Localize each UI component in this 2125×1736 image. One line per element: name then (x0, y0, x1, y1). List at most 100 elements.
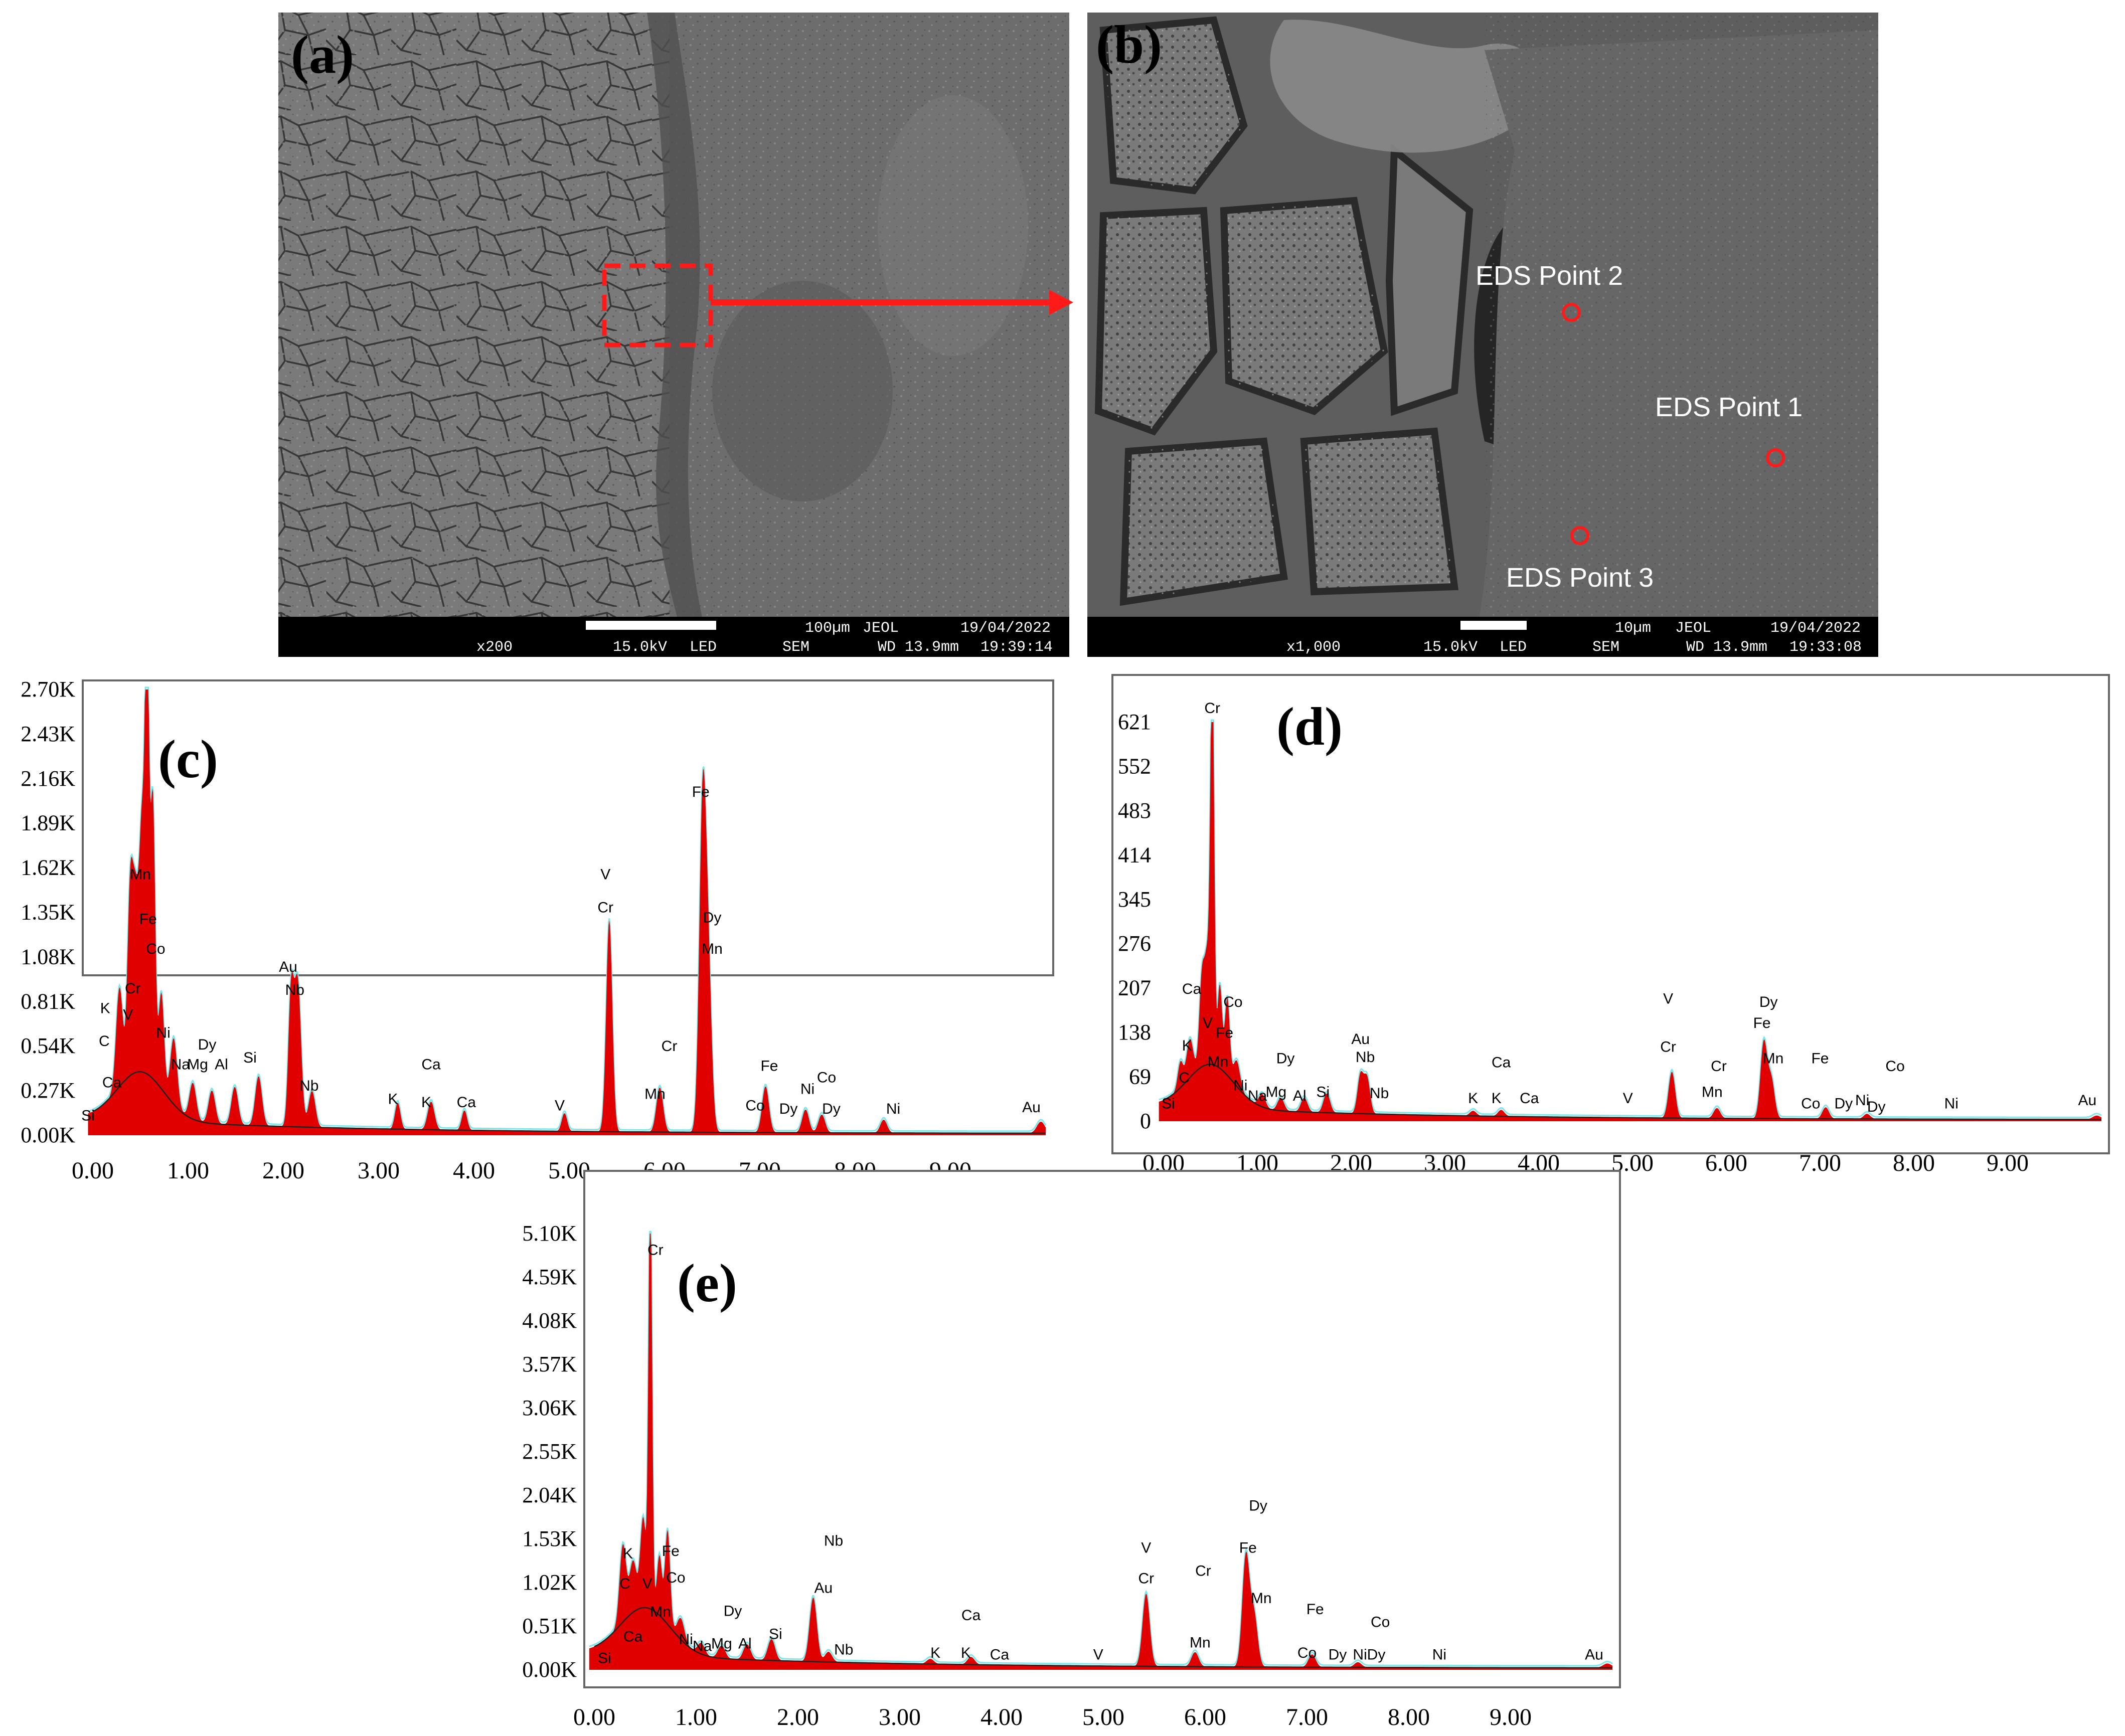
sem-date-b: 19/04/2022 (1770, 620, 1861, 637)
sem-wd-a: WD 13.9mm (878, 639, 959, 656)
x-tick-label-e: 2.00 (777, 1704, 819, 1730)
x-tick-label-e: 9.00 (1490, 1704, 1532, 1730)
peak-label-e: K (961, 1645, 971, 1661)
sem-panel-b: EDS Point 1 EDS Point 2 EDS Point 3 (b) … (1087, 13, 1878, 657)
peak-label-c: K (388, 1091, 398, 1107)
peak-label-e: Dy (724, 1603, 742, 1620)
panel-label-a: (a) (291, 25, 354, 85)
peak-label-c: Ca (421, 1056, 441, 1073)
peak-label-c: Na (171, 1056, 191, 1073)
y-tick-label-d: 345 (1118, 887, 1151, 912)
peak-label-d: K (1492, 1090, 1502, 1107)
zoom-box (602, 263, 713, 348)
peak-label-d: Dy (1834, 1095, 1853, 1112)
peak-label-e: V (642, 1576, 652, 1592)
sem-wd-b: WD 13.9mm (1686, 639, 1767, 656)
peak-label-d: Ni (1944, 1095, 1958, 1112)
panel-label-c: (c) (158, 730, 218, 789)
scale-bar-a (586, 621, 716, 630)
sem-kv-b: 15.0kV (1423, 639, 1478, 656)
eds-label-1: EDS Point 1 (1655, 392, 1803, 422)
eds-label-3: EDS Point 3 (1506, 563, 1654, 593)
x-tick-label-c: 0.00 (72, 1157, 114, 1184)
peak-label-e: Dy (1249, 1498, 1267, 1514)
peak-label-e: Co (666, 1570, 685, 1586)
background-fit-d (1163, 1064, 2101, 1120)
peak-label-c: Co (745, 1098, 764, 1114)
peak-label-d: Au (1351, 1031, 1370, 1048)
y-tick-label-c: 0.27K (21, 1078, 75, 1103)
y-tick-label-e: 1.53K (522, 1526, 577, 1551)
eds-point-2: EDS Point 2 (1476, 261, 1623, 322)
peak-label-c: V (123, 1007, 133, 1023)
x-tick-label-e: 6.00 (1184, 1704, 1226, 1730)
peak-label-e: Co (1297, 1645, 1317, 1661)
peak-label-e: Na (693, 1638, 712, 1655)
peak-label-c: Cr (597, 900, 613, 916)
peak-label-d: Dy (1759, 994, 1778, 1010)
spectrum-trace-c (88, 686, 1047, 1132)
peak-label-e: Au (1585, 1647, 1603, 1663)
peak-label-c: Au (1022, 1099, 1041, 1116)
y-tick-label-d: 414 (1118, 842, 1151, 867)
peak-label-d: Ca (1520, 1090, 1539, 1107)
panel-label-d: (d) (1276, 697, 1343, 757)
peak-label-d: Cr (1660, 1039, 1676, 1056)
x-tick-label-c: 2.00 (262, 1157, 304, 1184)
peak-label-d: Si (1317, 1084, 1330, 1100)
peak-label-e: Si (598, 1650, 611, 1666)
y-tick-label-d: 69 (1129, 1065, 1151, 1089)
peak-label-d: K (1182, 1037, 1192, 1054)
peak-label-e: Ni (679, 1631, 693, 1648)
background-fit-c (92, 1071, 1046, 1134)
y-tick-label-e: 0.00K (522, 1657, 577, 1682)
peak-label-c: Fe (139, 911, 157, 928)
peak-label-c: Nb (299, 1078, 318, 1094)
peak-label-d: Ni (1233, 1078, 1247, 1094)
peak-label-e: K (930, 1645, 940, 1661)
eds-marker-2 (1562, 303, 1581, 322)
peak-label-e: Si (769, 1626, 782, 1643)
y-tick-label-c: 0.54K (21, 1033, 75, 1058)
y-tick-label-e: 2.55K (522, 1439, 577, 1464)
peak-label-e: Cr (1138, 1571, 1154, 1587)
y-tick-label-c: 2.16K (21, 766, 75, 791)
peak-label-c: Ni (800, 1081, 814, 1098)
peak-label-d: Al (1293, 1088, 1306, 1104)
peak-label-d: Dy (1867, 1099, 1886, 1115)
peak-label-e: V (1141, 1539, 1151, 1556)
y-tick-label-d: 0 (1140, 1109, 1151, 1133)
peak-label-c: Ca (457, 1094, 476, 1111)
x-tick-label-c: 1.00 (167, 1157, 209, 1184)
peak-label-d: C (1179, 1070, 1190, 1086)
peak-label-c: Al (215, 1056, 228, 1073)
panel-label-b: (b) (1096, 15, 1162, 75)
y-tick-label-c: 1.89K (21, 811, 75, 835)
peak-label-c: Dy (703, 909, 722, 926)
y-tick-label-e: 2.04K (522, 1483, 577, 1507)
x-tick-label-e: 1.00 (675, 1704, 717, 1730)
sem-mode-b: SEM (1592, 639, 1619, 656)
peak-label-e: Ca (961, 1607, 981, 1624)
peak-label-e: Mg (711, 1635, 732, 1652)
plot-frame-d (1111, 674, 2110, 1154)
peak-label-d: Fe (1811, 1051, 1829, 1067)
peak-label-c: Dy (822, 1101, 841, 1117)
peak-label-c: Ca (102, 1075, 122, 1091)
peak-label-d: Na (1248, 1088, 1267, 1104)
peak-label-e: Co (1371, 1614, 1390, 1631)
sem-mag-b: x1,000 (1286, 639, 1341, 656)
peak-label-e: Dy (1367, 1647, 1386, 1663)
sem-brand-b: JEOL (1675, 620, 1711, 637)
eds-spectrum-c: 0.00K0.27K0.54K0.81K1.08K1.35K1.62K1.89K… (21, 677, 1054, 1184)
eds-label-2: EDS Point 2 (1476, 261, 1623, 291)
peak-label-e: Ni (1353, 1647, 1367, 1663)
peak-label-c: K (100, 1000, 110, 1016)
sem-det-a: LED (690, 639, 717, 656)
peak-label-e: K (623, 1545, 633, 1562)
peak-label-c: K (421, 1094, 431, 1111)
peak-label-d: Nb (1370, 1085, 1389, 1102)
y-tick-label-c: 1.08K (21, 944, 75, 969)
peak-label-e: V (1093, 1647, 1103, 1663)
